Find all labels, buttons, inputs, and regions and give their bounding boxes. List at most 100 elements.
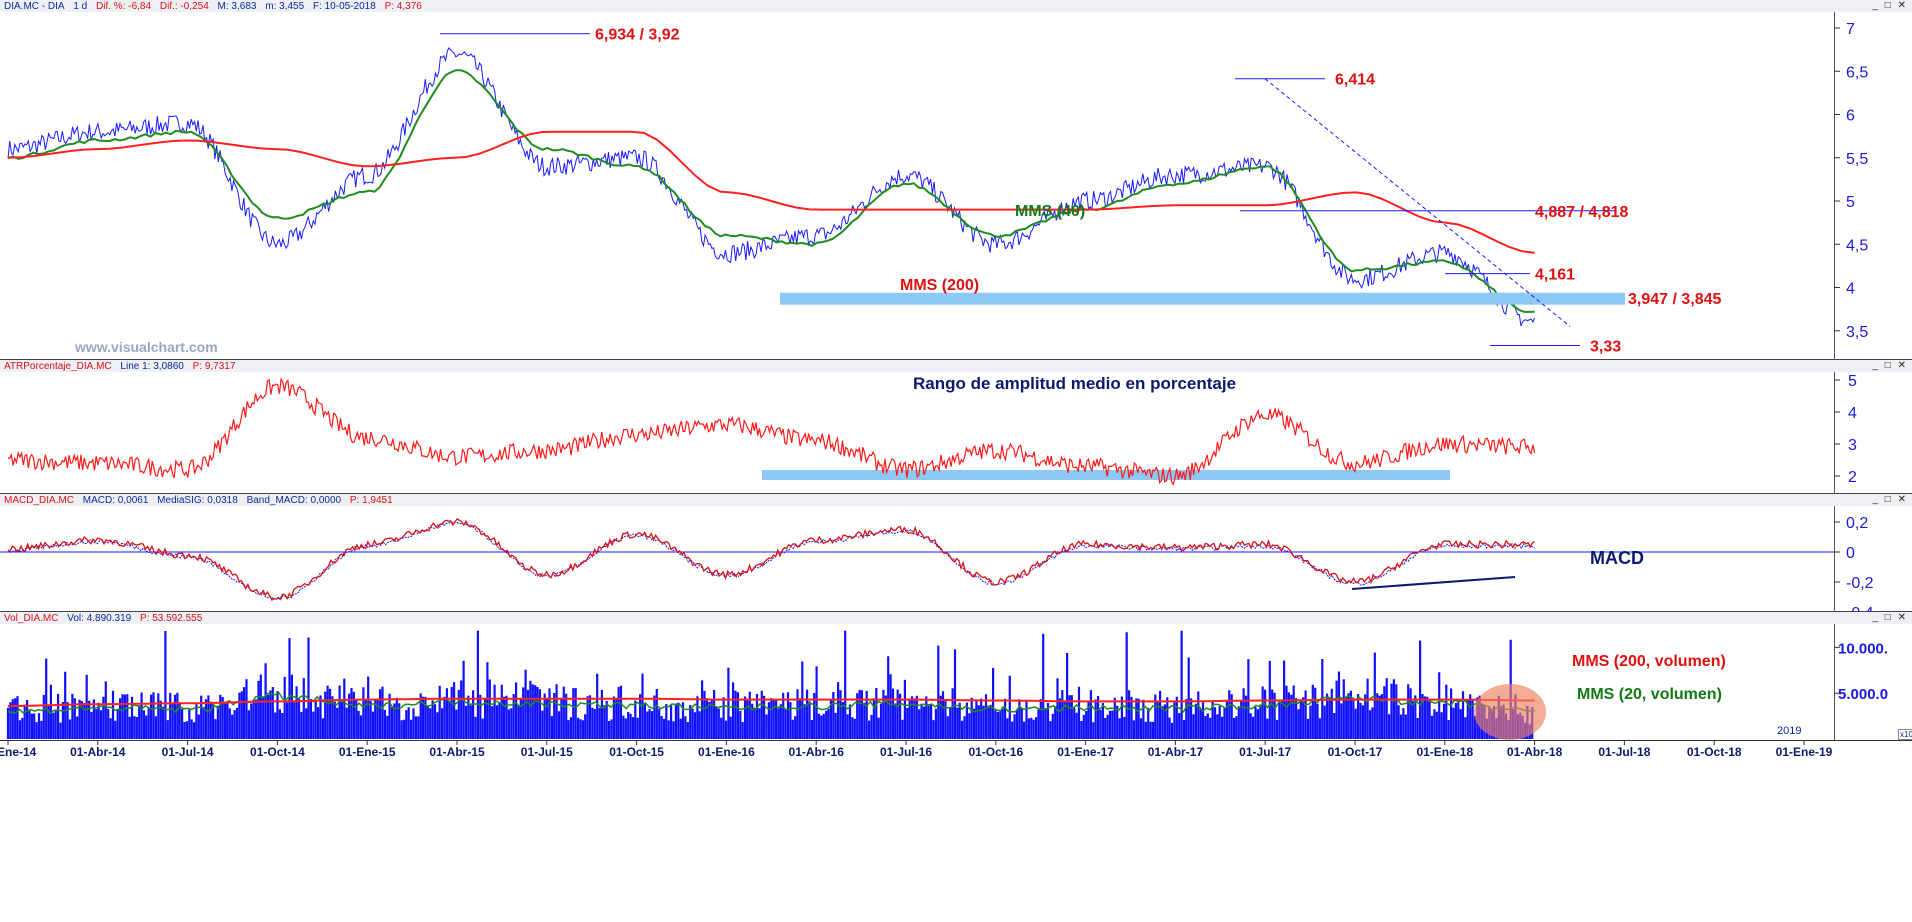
macd-signal: MediaSIG: 0,0318	[157, 495, 238, 506]
macd-header: MACD_DIA.MC MACD: 0,0061 MediaSIG: 0,031…	[4, 495, 399, 506]
macd-band: Band_MACD: 0,0000	[246, 495, 342, 506]
x-tick-label: 01-Oct-15	[609, 745, 664, 759]
label-vol-mms200: MMS (200, volumen)	[1572, 653, 1726, 670]
x-tick-label: 01-Ene-18	[1416, 745, 1473, 759]
panel-controls[interactable]: _ □ ✕	[1872, 360, 1908, 371]
x-tick-label: 01-Ene-19	[1776, 745, 1833, 759]
y-tick-label: 7	[1846, 21, 1855, 38]
y-tick-label: 3	[1848, 437, 1857, 454]
price-panel: 6,934 / 3,92 6,414 4,887 / 4,818 4,161 3,947…	[0, 0, 1912, 360]
volume-highlight	[1474, 684, 1546, 740]
label-vol-mms20: MMS (20, volumen)	[1577, 686, 1722, 703]
level-label: 4,161	[1535, 267, 1575, 284]
x-tick-label: 01-Oct-16	[968, 745, 1023, 759]
x-tick-label: 01-Oct-14	[250, 745, 305, 759]
y-tick-label: 5	[1846, 194, 1855, 211]
panel-controls[interactable]: _ □ ✕	[1872, 612, 1908, 623]
level-label: 6,414	[1335, 72, 1375, 89]
atr-header: ATRPorcentaje_DIA.MC Line 1: 3,0860 P: 9…	[4, 361, 241, 372]
volume-panel: 10.000. 5.000.0 01-Ene-14 01-Abr-14 01-Jul-…	[0, 612, 1912, 922]
x-tick-label: 01-Ene-15	[339, 745, 396, 759]
price-header: DIA.MC - DIA 1 d Dif. %: -6,84 Dif.: -0,…	[4, 1, 428, 12]
mms40-line	[7, 69, 1535, 313]
label-mms40: MMS (40)	[1015, 203, 1086, 220]
last-price: P: 4,376	[384, 1, 422, 12]
atr-price: P: 9,7317	[192, 361, 236, 372]
x-tick-label: 01-Jul-16	[880, 745, 932, 759]
vol-value: Vol: 4.890.319	[67, 613, 132, 624]
x-tick-label: 01-Oct-18	[1687, 745, 1742, 759]
vol-header: Vol_DIA.MC Vol: 4.890.319 P: 53.592.555	[4, 613, 208, 624]
atr-line	[7, 377, 1536, 486]
y-tick-label: 2	[1848, 469, 1857, 486]
label-mms200: MMS (200)	[900, 277, 980, 294]
atr-chart: 54321	[0, 360, 1912, 494]
level-label: 3,947 / 3,845	[1628, 291, 1722, 308]
panel-controls[interactable]: _ □ ✕	[1872, 0, 1908, 11]
vol-name: Vol_DIA.MC	[4, 613, 59, 624]
x-tick-label: 01-Abr-16	[789, 745, 845, 759]
macd-price: P: 1,9451	[349, 495, 393, 506]
macd-divergence-line	[1351, 576, 1516, 590]
dif-pct: Dif. %: -6,84	[96, 1, 152, 12]
level-label: 3,33	[1590, 338, 1621, 355]
price-chart: 6,934 / 3,92 6,414 4,887 / 4,818 4,161 3,947…	[0, 0, 1912, 360]
max: M: 3,683	[217, 1, 257, 12]
vol-mms20-line	[7, 691, 1535, 715]
support-band	[780, 292, 1625, 305]
volume-bars	[6, 630, 1534, 739]
x-tick-label: 01-Abr-14	[70, 745, 126, 759]
dif: Dif.: -0,254	[159, 1, 209, 12]
panel-controls[interactable]: _ □ ✕	[1872, 494, 1908, 505]
y-tick-label: 4	[1846, 281, 1855, 298]
y-tick-label: -0,4	[1846, 605, 1874, 612]
symbol: DIA.MC - DIA	[4, 1, 65, 12]
mms200-line	[7, 130, 1535, 254]
vol-price: P: 53.592.555	[139, 613, 203, 624]
x-tick-label: 01-Abr-15	[429, 745, 485, 759]
y-tick-label: 4,5	[1846, 237, 1868, 254]
y-tick-label: 4	[1848, 405, 1857, 422]
x-tick-label: 01-Ene-16	[698, 745, 755, 759]
level-label: 4,887 / 4,818	[1535, 204, 1629, 221]
volume-chart: 10.000. 5.000.0 01-Ene-14 01-Abr-14 01-Jul-…	[0, 612, 1912, 759]
macd-line	[7, 517, 1535, 602]
x-tick-label: 01-Abr-17	[1148, 745, 1204, 759]
y-tick-label: 6,5	[1846, 64, 1868, 81]
macd-panel: 0,2 0 -0,2 -0,4 MACD_DIA.MC MACD: 0,0061 Me…	[0, 494, 1912, 612]
watermark: www.visualchart.com	[75, 339, 218, 355]
x-tick-label: 01-Jul-14	[162, 745, 214, 759]
atr-title: Rango de amplitud medio en porcentaje	[913, 374, 1237, 393]
x-tick-label: 01-Jul-17	[1239, 745, 1291, 759]
x-tick-label: 01-Oct-17	[1328, 745, 1383, 759]
x-tick-label: 01-Jul-18	[1598, 745, 1650, 759]
atr-band	[762, 470, 1450, 480]
atr-panel: 54321 ATRPorcentaje_DIA.MC Line 1: 3,086…	[0, 360, 1912, 494]
y-tick-label: 0	[1846, 545, 1855, 562]
level-label: 6,934 / 3,92	[595, 27, 680, 44]
y-tick-label: 5.000.0	[1838, 686, 1888, 703]
vol-mms200-line	[8, 697, 1535, 707]
year-marker: 2019	[1777, 725, 1802, 737]
min: m: 3,455	[265, 1, 305, 12]
macd-chart: 0,2 0 -0,2 -0,4	[0, 494, 1912, 612]
x-tick-label: 01-Jul-15	[521, 745, 573, 759]
macd-signal-line	[7, 521, 1535, 602]
x-tick-label: 01-Ene-17	[1057, 745, 1114, 759]
x-tick-label: 01-Ene-14	[0, 745, 37, 759]
macd-label: MACD	[1590, 548, 1644, 568]
y-tick-label: 5,5	[1846, 151, 1868, 168]
atr-line: Line 1: 3,0860	[120, 361, 184, 372]
atr-name: ATRPorcentaje_DIA.MC	[4, 361, 112, 372]
macd-name: MACD_DIA.MC	[4, 495, 75, 506]
macd-value: MACD: 0,0061	[82, 495, 149, 506]
date: F: 10-05-2018	[312, 1, 376, 12]
scale-marker: x10	[1898, 729, 1912, 740]
price-line	[7, 47, 1536, 327]
y-tick-label: 3,5	[1846, 324, 1868, 341]
y-tick-label: 0,2	[1846, 515, 1868, 532]
y-tick-label: -0,2	[1846, 575, 1874, 592]
trendline	[1264, 78, 1571, 327]
timeframe: 1 d	[73, 1, 88, 12]
y-tick-label: 10.000.	[1838, 640, 1888, 657]
